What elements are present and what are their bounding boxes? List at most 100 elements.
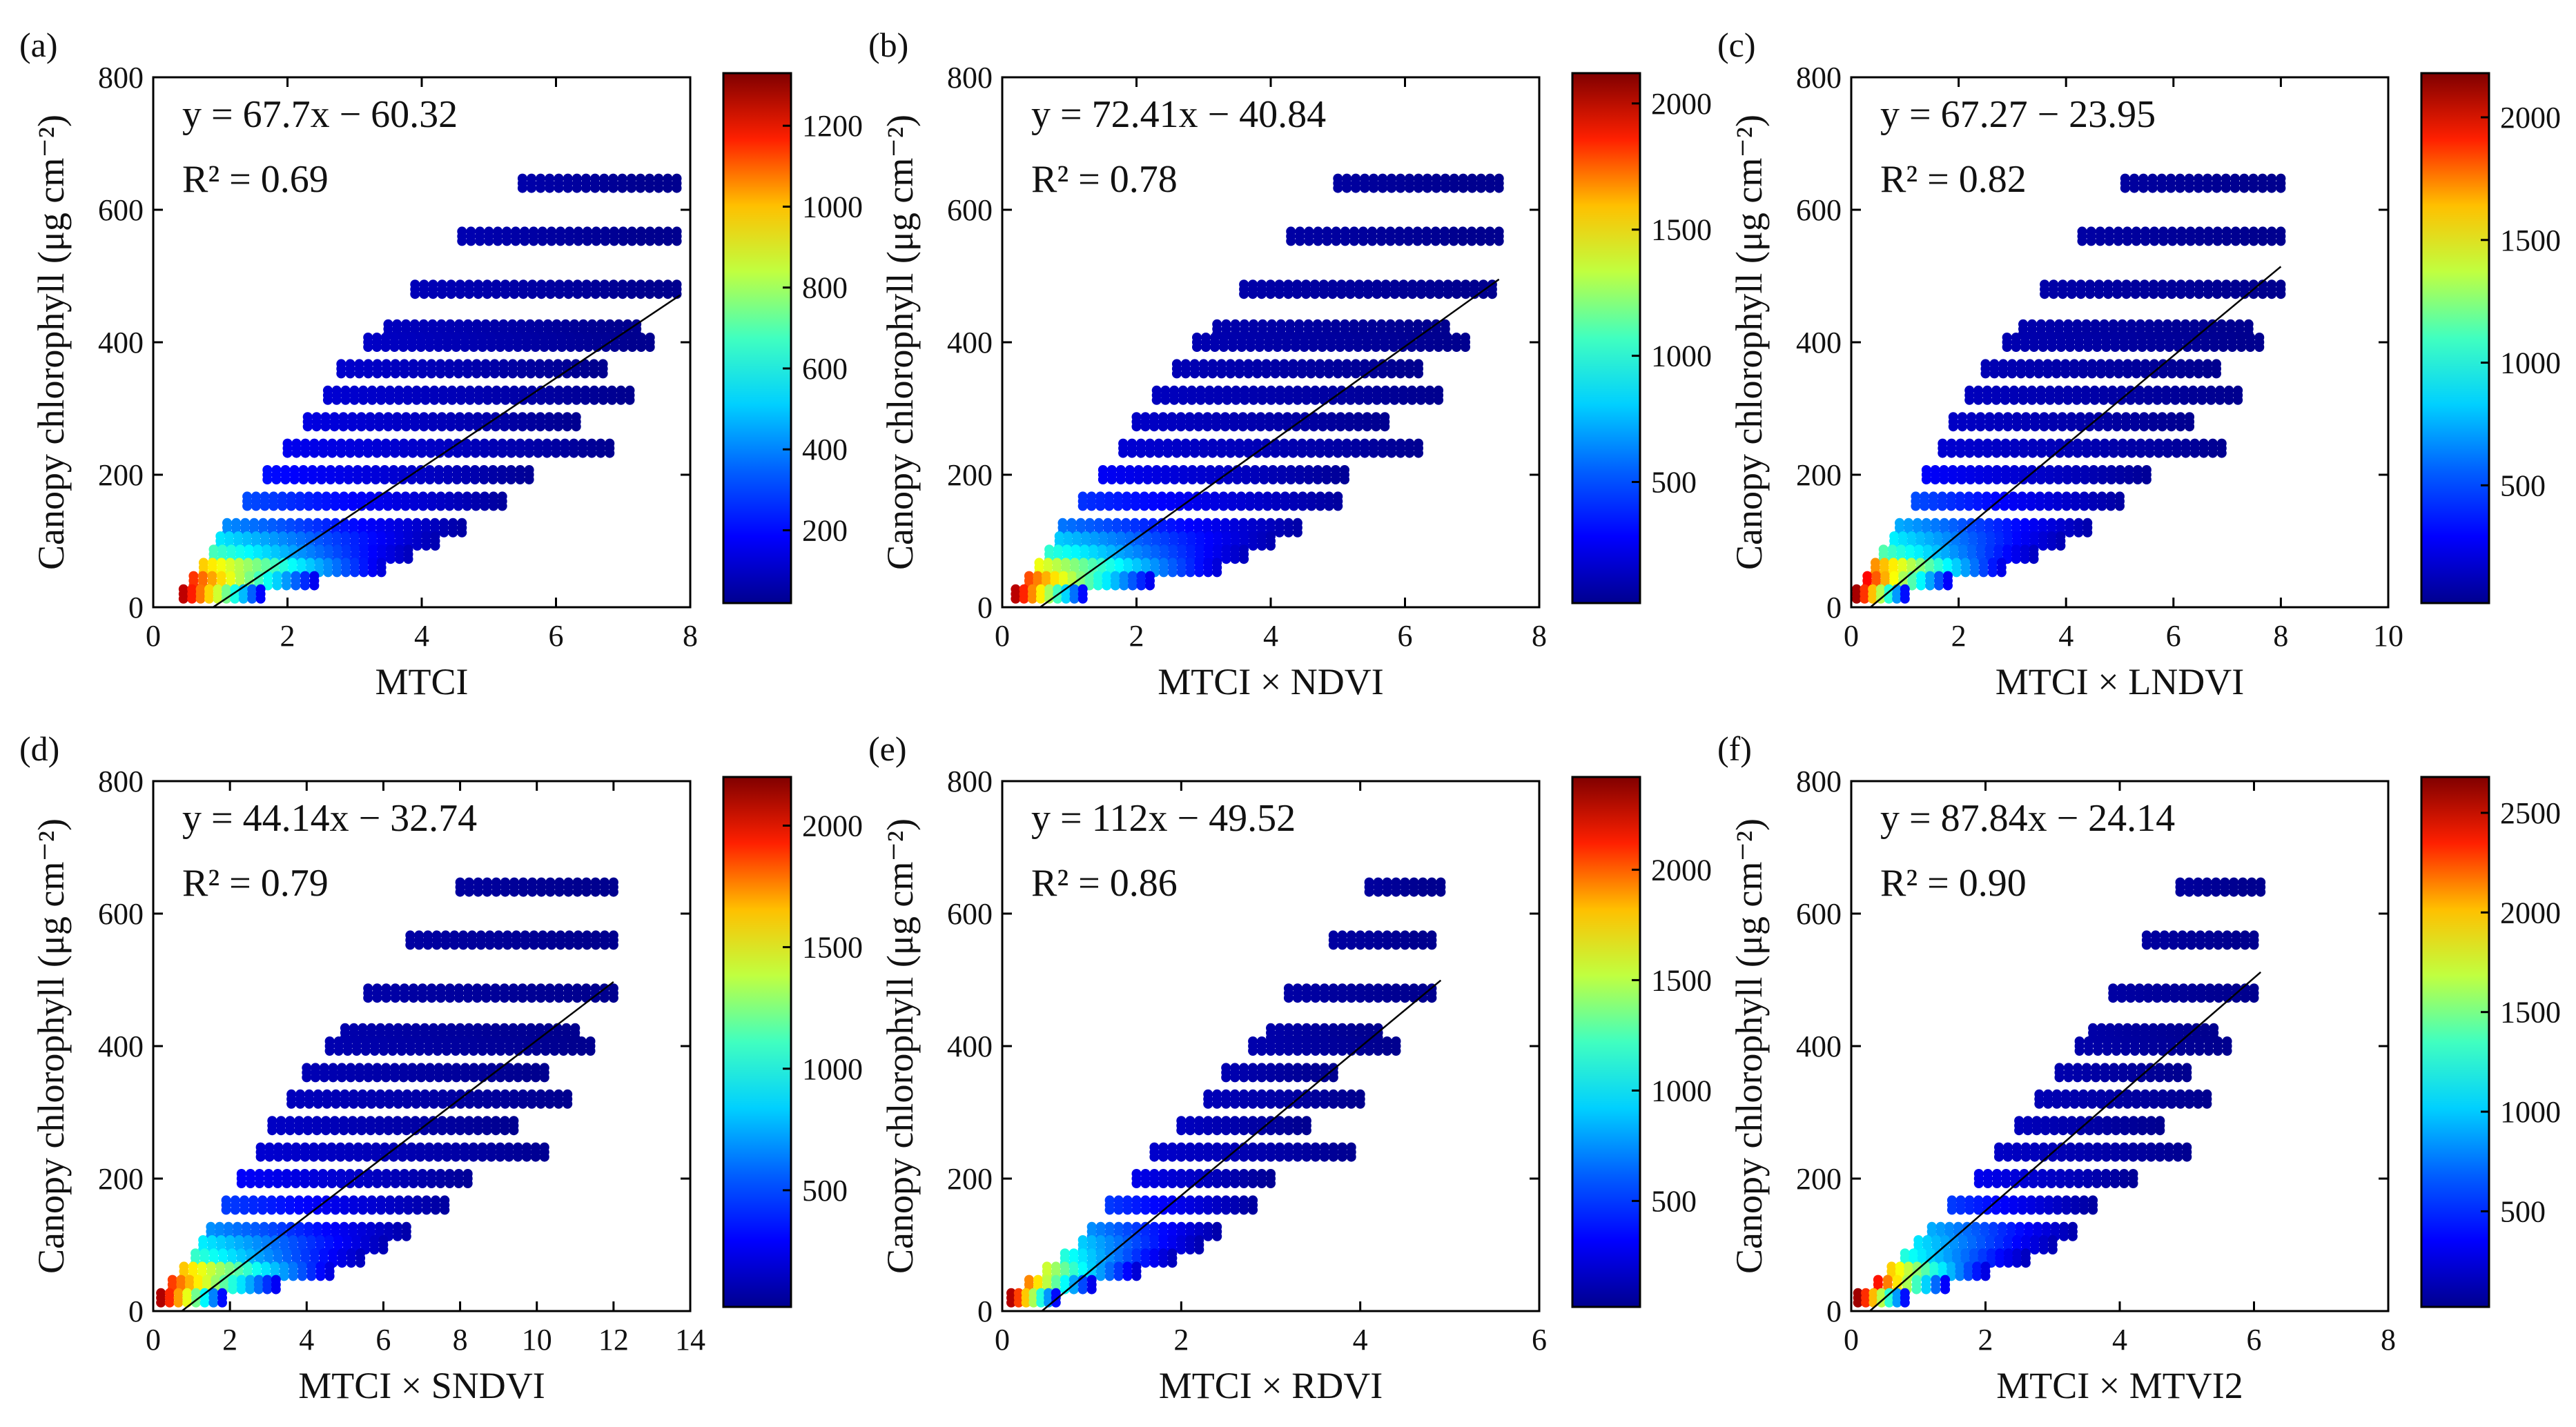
data-point: [1396, 448, 1405, 458]
data-point: [1476, 183, 1486, 193]
data-point: [527, 183, 536, 193]
data-point: [1250, 475, 1260, 484]
data-point: [1185, 567, 1196, 578]
regression-line: [1039, 278, 1500, 609]
data-point: [599, 993, 609, 1003]
data-point: [509, 395, 520, 405]
data-point: [381, 448, 391, 458]
y-tick-label: 0: [128, 591, 144, 624]
data-point: [1458, 183, 1468, 193]
data-point: [457, 527, 467, 538]
data-point: [591, 940, 601, 950]
data-point: [2173, 342, 2183, 352]
r-squared: R² = 0.78: [1031, 158, 1178, 201]
data-point: [374, 422, 384, 432]
data-point: [391, 501, 402, 511]
data-point: [1288, 448, 1298, 458]
data-point: [1461, 289, 1471, 299]
data-point: [2047, 541, 2057, 551]
data-point: [409, 501, 420, 511]
data-point: [520, 940, 530, 950]
colorbar-gradient: [723, 73, 791, 603]
data-point: [425, 342, 435, 352]
x-tick-label: 4: [1263, 619, 1278, 653]
data-point: [599, 289, 609, 299]
data-point: [291, 448, 302, 458]
data-point: [339, 501, 349, 511]
data-point: [437, 422, 447, 432]
data-point: [536, 183, 546, 193]
data-point: [1351, 448, 1361, 458]
data-point: [445, 993, 455, 1003]
data-point: [1405, 368, 1414, 379]
data-point: [300, 580, 310, 591]
data-point: [1387, 183, 1396, 193]
data-point: [1300, 422, 1310, 432]
data-point: [2024, 368, 2035, 379]
data-point: [318, 1152, 328, 1162]
data-point: [2051, 368, 2062, 379]
data-point: [1239, 289, 1249, 299]
data-point: [400, 501, 411, 511]
data-point: [464, 887, 474, 897]
data-point: [617, 183, 627, 193]
data-point: [2185, 236, 2196, 246]
data-point: [402, 1099, 412, 1109]
data-point: [1254, 342, 1265, 352]
x-tick-label: 8: [683, 619, 698, 653]
data-point: [2109, 448, 2119, 458]
data-point: [1987, 567, 1998, 578]
data-point: [440, 1205, 450, 1215]
data-point: [1421, 236, 1432, 246]
data-point: [2027, 475, 2037, 484]
data-point: [460, 1046, 470, 1056]
data-point: [2053, 475, 2064, 484]
data-point: [2149, 236, 2160, 246]
data-point: [1983, 475, 1993, 484]
data-point: [1212, 567, 1222, 578]
data-point: [1286, 236, 1296, 246]
data-point: [1178, 475, 1189, 484]
data-point: [1340, 475, 1349, 484]
data-point: [672, 183, 682, 193]
data-point: [2002, 422, 2013, 432]
data-point: [645, 342, 655, 352]
y-tick-label: 600: [1796, 193, 1842, 227]
data-point: [2203, 183, 2213, 193]
data-point: [2120, 183, 2130, 193]
data-point: [425, 1072, 435, 1083]
data-point: [560, 448, 570, 458]
data-point: [384, 1099, 394, 1109]
data-point: [327, 448, 338, 458]
data-point: [2185, 289, 2195, 299]
data-point: [1405, 183, 1414, 193]
data-point: [1265, 422, 1275, 432]
data-point: [2175, 183, 2185, 193]
data-point: [282, 448, 293, 458]
data-point: [453, 993, 464, 1003]
data-point: [1443, 289, 1453, 299]
data-point: [309, 448, 320, 458]
data-point: [409, 993, 419, 1003]
data-point: [490, 993, 500, 1003]
data-point: [344, 1152, 355, 1162]
data-point: [2076, 289, 2086, 299]
data-point: [562, 422, 572, 432]
data-point: [345, 368, 355, 379]
data-point: [500, 887, 510, 897]
data-point: [1221, 554, 1231, 564]
colorbar-tick-label: 1000: [802, 190, 863, 224]
data-point: [418, 501, 428, 511]
data-point: [2218, 342, 2228, 352]
colorbar-tick-label: 1200: [802, 109, 863, 143]
scatter-points: [1011, 173, 1504, 604]
data-point: [625, 395, 635, 405]
data-point: [455, 887, 465, 897]
data-point: [2083, 342, 2094, 352]
data-point: [1301, 289, 1311, 299]
data-point: [1229, 422, 1239, 432]
data-point: [2098, 395, 2109, 405]
data-point: [2036, 448, 2047, 458]
data-point: [2158, 236, 2169, 246]
data-point: [542, 448, 552, 458]
